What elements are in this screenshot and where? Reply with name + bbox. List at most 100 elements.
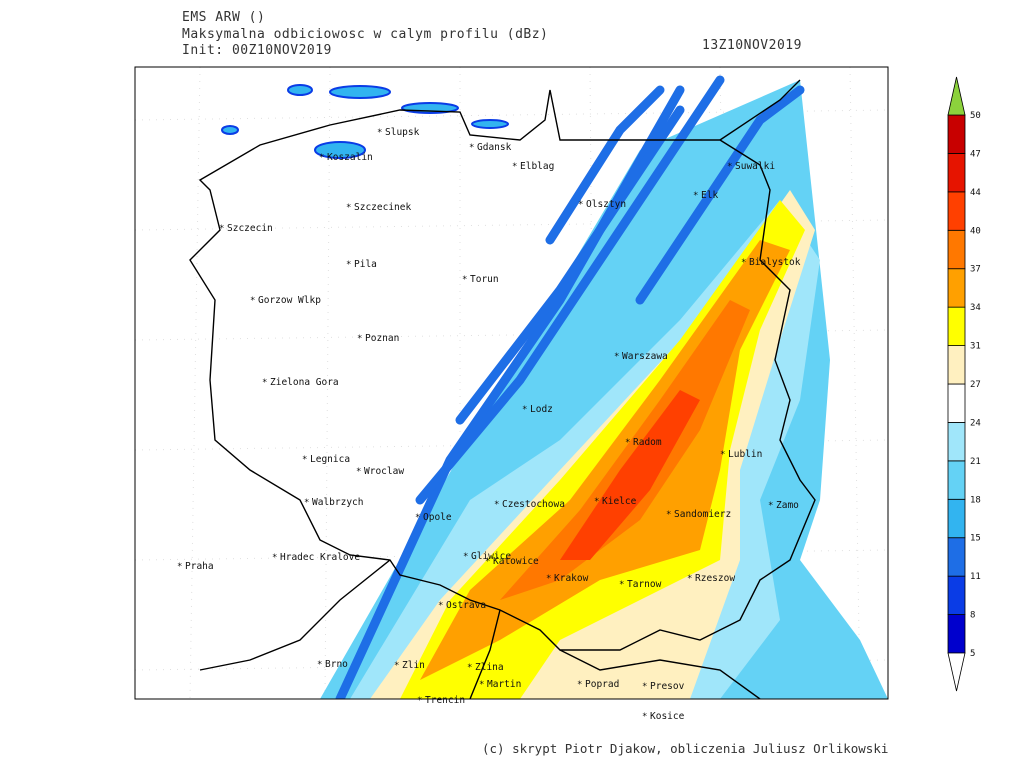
colorbar-label: 18 [970,495,981,505]
colorbar-label: 34 [970,303,981,313]
city-name: Bialystok [749,257,801,268]
colorbar-label: 8 [970,611,975,621]
init-time: Init: 00Z10NOV2019 [182,43,332,58]
colorbar-segment [947,498,966,539]
city-marker: * [619,580,624,590]
city-name: Szczecinek [354,202,411,213]
city-name: Torun [470,274,499,285]
colorbar-label: 50 [970,111,981,121]
city-name: Walbrzych [312,497,363,508]
city-marker: * [346,203,351,213]
city-name: Legnica [310,454,350,465]
colorbar-segment [947,153,966,193]
city-marker: * [768,501,773,511]
city-name: Martin [487,679,521,690]
city-name: Kielce [602,496,637,507]
city-name: Lublin [728,449,762,460]
city-name: Suwalki [735,161,775,172]
city-name: Koszalin [327,152,373,163]
city-marker: * [302,455,307,465]
city-name: Lodz [530,404,553,415]
city-name: Praha [185,561,214,572]
colorbar-label: 5 [970,649,975,659]
city-marker: * [666,510,671,520]
city-marker: * [469,143,474,153]
colorbar-label: 40 [970,226,981,236]
city-name: Rzeszow [695,573,735,584]
city-name: Zamo [776,500,799,511]
colorbar-segment [947,614,966,654]
city-marker: * [578,200,583,210]
city-name: Zielona Gora [270,377,339,388]
city-marker: * [250,296,255,306]
model-name: EMS ARW () [182,10,265,25]
valid-time: 13Z10NOV2019 [702,38,802,53]
city-name: Krakow [554,573,589,584]
city-marker: * [693,191,698,201]
city-marker: * [512,162,517,172]
city-marker: * [346,260,351,270]
city-name: Elk [701,190,718,201]
colorbar-segment [947,191,966,231]
colorbar-label: 37 [970,265,981,275]
city-name: Tarnow [627,579,662,590]
city-name: Gdansk [477,142,512,153]
city-name: Katowice [493,556,539,567]
map-title: Maksymalna odbiciowosc w calym profilu (… [182,27,548,42]
city-name: Ostrava [446,600,486,611]
city-name: Hradec Kralove [280,552,360,563]
city-marker: * [687,574,692,584]
colorbar-label: 31 [970,342,981,352]
colorbar-segment [947,422,966,462]
city-marker: * [262,378,267,388]
colorbar-segment [947,575,966,615]
colorbar-segment [947,460,966,500]
colorbar-label: 47 [970,149,981,159]
city-labels: * Slupsk* Gdansk* Koszalin* Elblag * Suwalki* S… [177,127,801,722]
colorbar-segment [947,268,966,308]
graticule [135,67,888,699]
city-marker: * [357,334,362,344]
city-marker: * [642,712,647,722]
echo-red [560,390,700,560]
city-marker: * [546,574,551,584]
city-marker: * [594,497,599,507]
north-cells [221,84,509,159]
city-marker: * [467,663,472,673]
city-marker: * [577,680,582,690]
city-name: Gliwice [471,551,511,562]
city-marker: * [394,661,399,671]
city-marker: * [304,498,309,508]
colorbar-segment [947,229,966,270]
colorbar-label: 21 [970,457,981,467]
city-name: Slupsk [385,127,420,138]
colorbar-segment [947,114,966,154]
city-marker: * [356,467,361,477]
city-name: Poznan [365,333,399,344]
colorbar-segment [947,306,966,346]
borders [189,79,816,699]
city-marker: * [462,275,467,285]
colorbar-label: 11 [970,572,981,582]
city-marker: * [317,660,322,670]
colorbar-segment [947,537,966,577]
city-marker: * [522,405,527,415]
city-marker: * [377,128,382,138]
city-marker: * [642,682,647,692]
city-marker: * [438,601,443,611]
city-name: Warszawa [622,351,668,362]
radar-field [135,67,888,699]
city-name: Czestochowa [502,499,565,510]
city-name: Gorzow Wlkp [258,295,321,306]
city-marker: * [720,450,725,460]
colorbar-segment [947,345,966,385]
colorbar-segment [947,383,966,423]
map-frame [134,66,889,700]
city-name: Kosice [650,711,685,722]
city-marker: * [415,513,420,523]
city-name: Sandomierz [674,509,731,520]
footer-credit: (c) skrypt Piotr Djakow, obliczenia Juli… [482,741,888,756]
